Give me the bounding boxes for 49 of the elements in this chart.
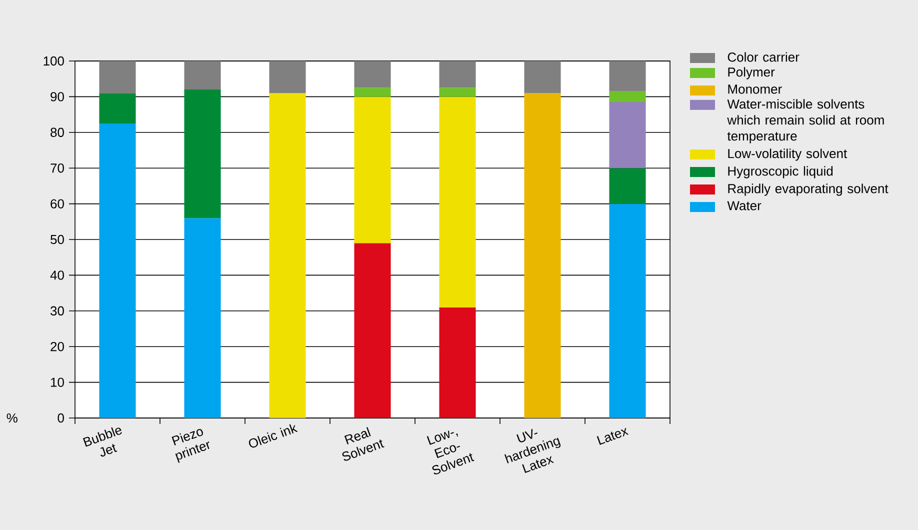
y-axis-title: %	[6, 413, 18, 423]
bar	[609, 102, 646, 168]
y-tick-label: 20	[50, 342, 64, 352]
bar	[354, 243, 391, 418]
legend-label: Color carrier	[728, 52, 800, 62]
legend-label: Water-miscible solvents which remain solid at room temperature	[727, 99, 884, 144]
bar	[609, 91, 646, 102]
bar	[439, 60, 476, 88]
y-tick-label: 70	[50, 163, 64, 173]
x-tick-label: Oleic ink	[248, 424, 298, 448]
x-tick-label: Real Solvent	[342, 427, 384, 461]
x-tick-label: Piezo printer	[172, 429, 210, 463]
bar	[354, 96, 391, 244]
legend-label: Hygroscopic liquid	[728, 166, 833, 178]
bar	[99, 60, 136, 94]
y-tick-label: 30	[50, 306, 64, 316]
bar	[524, 93, 561, 418]
y-tick-label: 90	[50, 92, 64, 102]
x-tick-label: Bubble Jet	[82, 427, 122, 457]
bar	[354, 60, 391, 88]
legend-label: Monomer	[728, 84, 782, 94]
bar	[439, 307, 476, 418]
bar	[99, 123, 136, 418]
bar	[184, 90, 221, 218]
x-tick-label: Low-, Eco-Solvent	[426, 430, 474, 474]
y-tick-label: 40	[50, 270, 64, 280]
legend-label: Polymer	[728, 67, 775, 80]
bar	[269, 60, 306, 94]
y-tick-label: 10	[50, 378, 64, 387]
legend-label: Rapidly evaporating solvent	[728, 184, 888, 196]
bar	[439, 88, 476, 97]
bar	[609, 204, 646, 418]
y-tick-label: 100	[44, 56, 64, 66]
bar	[439, 96, 476, 308]
bar	[524, 60, 561, 94]
bar	[269, 93, 306, 418]
bar	[184, 218, 221, 418]
bar	[184, 60, 221, 90]
y-tick-label: 60	[50, 199, 64, 208]
y-tick-label: 80	[50, 128, 64, 137]
y-tick-label: 50	[50, 234, 64, 244]
bar	[609, 168, 646, 204]
bar	[609, 60, 646, 92]
legend-label: Low-volatility solvent	[728, 148, 848, 161]
legend-label: Water	[727, 201, 762, 210]
bar	[99, 93, 136, 124]
bar	[354, 88, 391, 97]
x-tick-label: Latex	[596, 428, 629, 445]
y-tick-label: 0	[58, 413, 64, 423]
